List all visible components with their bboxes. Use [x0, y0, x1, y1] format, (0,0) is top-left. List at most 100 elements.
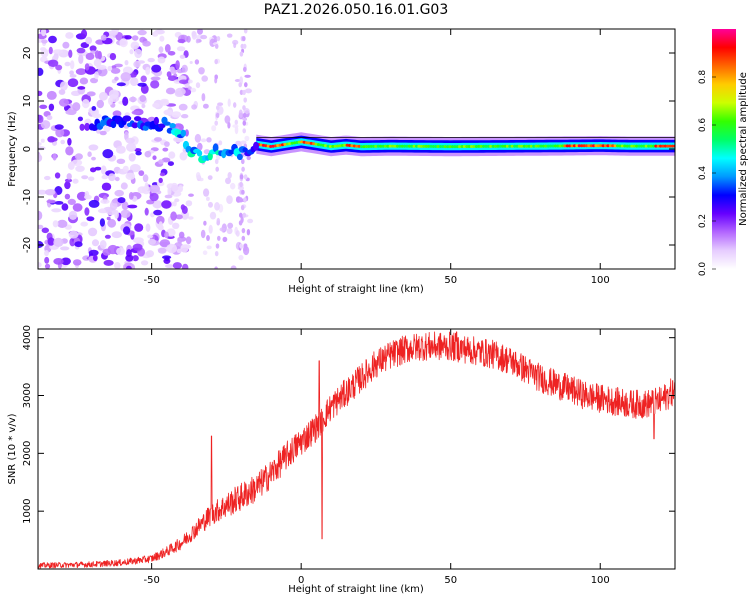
- spectrogram-x-ticks: -50 0 50 100: [143, 29, 610, 286]
- spectrogram-noise-blob: [77, 86, 86, 90]
- spectrogram-noise-blob: [189, 61, 193, 64]
- snr-y-tick-label: 4000: [22, 325, 33, 350]
- snr-y-tick-label: 1000: [22, 498, 33, 523]
- spectrogram-signal-cell: [436, 145, 440, 148]
- spectrogram-noise-blob: [141, 103, 146, 109]
- spectrogram-signal-cell: [319, 143, 323, 147]
- spectrogram-noise-blob: [44, 175, 51, 181]
- spectrogram-noise-blob: [226, 227, 233, 235]
- spectrogram-noise-blob: [161, 200, 172, 209]
- spectrogram-signal-cell: [568, 144, 572, 148]
- spectrogram-noise-blob: [147, 57, 155, 63]
- spectrogram-signal-cell: [393, 144, 397, 148]
- spectrogram-noise-blob: [214, 120, 218, 126]
- spectrogram-signal-cell: [465, 145, 469, 148]
- spectrogram-signal-cell: [616, 144, 620, 148]
- spectrogram-noise-blob: [156, 215, 165, 225]
- spectrogram-noise-blob: [99, 130, 107, 136]
- snr-x-tick-label: 100: [591, 575, 610, 586]
- spectrogram-noise-blob: [174, 198, 180, 203]
- spectrogram-noise-blob: [195, 172, 201, 180]
- spectrogram-noise-blob: [38, 189, 47, 195]
- spectrogram-noise-blob: [170, 184, 179, 192]
- spectrogram-signal-cell: [386, 144, 390, 148]
- spectrogram-noise-blob: [67, 137, 72, 146]
- spectrogram-noise-blob: [233, 102, 237, 108]
- spectrogram-noise-blob: [72, 259, 82, 266]
- spectrogram-signal-cell: [333, 144, 337, 148]
- spectrogram-noise-blob: [70, 60, 75, 70]
- spectrogram-noise-blob: [164, 44, 171, 53]
- spectrogram-noise-blob: [120, 209, 131, 219]
- spectrogram-signal-cell: [462, 145, 467, 148]
- spectrogram-noise-blob: [91, 156, 96, 161]
- spectrogram-noise-blob: [76, 47, 86, 54]
- spectrogram-noise-blob: [48, 46, 53, 55]
- spectrogram-noise-blob: [66, 173, 72, 180]
- spectrogram-noise-blob: [215, 243, 220, 249]
- spectrogram-noise-blob: [197, 142, 203, 151]
- spectrogram-signal-cell: [293, 141, 297, 145]
- spectrogram-noise-blob: [46, 90, 57, 100]
- spectrogram-signal-cell: [561, 144, 565, 148]
- spectrogram-noise-blob: [242, 89, 246, 95]
- spectrogram-noise-blob: [242, 112, 247, 118]
- spectrogram-noise-blob: [108, 173, 116, 182]
- colorbar-ticks: 0.0 0.2 0.4 0.6 0.8: [698, 70, 716, 276]
- figure-title: PAZ1.2026.050.16.01.G03: [264, 2, 449, 18]
- spectrogram-x-tick-label: -50: [143, 275, 159, 286]
- spectrogram-signal-cell: [592, 144, 596, 148]
- spectrogram-noise-blob: [164, 256, 170, 261]
- spectrogram-noise-blob: [208, 224, 213, 234]
- spectrogram-noise-blob: [173, 136, 184, 143]
- spectrogram-signal-cell: [153, 116, 159, 126]
- spectrogram-noise-blob: [137, 82, 147, 87]
- snr-chart: -50 0 50 100 1000 2000 3000 4000 Height of str…: [7, 325, 676, 595]
- spectrogram-signal-cell: [407, 144, 411, 148]
- spectrogram-signal-cell: [212, 143, 219, 153]
- spectrogram-noise-blob: [239, 243, 243, 249]
- spectrogram-noise-blob: [226, 33, 233, 38]
- spectrogram-noise-blob: [195, 38, 200, 44]
- spectrogram-noise-blob: [132, 255, 139, 262]
- spectrogram-noise-blob: [133, 60, 141, 68]
- spectrogram-noise-blob: [172, 262, 182, 269]
- spectrogram-noise-blob: [176, 248, 182, 254]
- spectrogram-signal-cell: [513, 144, 517, 148]
- spectrogram-noise-blob: [45, 189, 56, 196]
- spectrogram-noise-blob: [46, 199, 56, 204]
- spectrogram-noise-blob: [151, 64, 162, 73]
- spectrogram-noise-blob: [242, 36, 246, 42]
- spectrogram-signal-cell: [362, 145, 366, 149]
- colorbar-tick-label: 0.4: [698, 166, 708, 181]
- spectrogram-noise-blob: [152, 31, 159, 37]
- spectrogram-signal-cell: [400, 144, 404, 148]
- spectrogram-noise-blob: [234, 125, 239, 135]
- spectrogram-signal-cell: [474, 145, 478, 148]
- spectrogram-noise-blob: [180, 204, 186, 211]
- spectrogram-noise-blob: [153, 209, 163, 216]
- spectrogram-signal-cell: [371, 144, 376, 148]
- spectrogram-signal-cell: [491, 144, 495, 148]
- spectrogram-noise-blob: [172, 201, 177, 207]
- spectrogram-noise-blob: [38, 90, 43, 96]
- spectrogram-noise-blob: [215, 166, 219, 172]
- spectrogram-signal-cell: [302, 140, 306, 144]
- spectrogram-noise-blob: [120, 72, 132, 82]
- spectrogram-noise-blob: [178, 79, 189, 85]
- spectrogram-y-tick-label: 10: [22, 95, 33, 108]
- spectrogram-noise-blob: [84, 63, 90, 71]
- spectrogram-noise-blob: [214, 202, 220, 211]
- spectrogram-signal-cell: [620, 144, 625, 148]
- spectrogram-signal-cell: [122, 115, 132, 122]
- spectrogram-signal-cell: [350, 144, 354, 148]
- spectrogram-signal-cell: [517, 144, 522, 148]
- spectrogram-noise-blob: [199, 177, 204, 182]
- spectrogram-noise-blob: [129, 164, 141, 173]
- spectrogram-signal-cell: [505, 144, 510, 148]
- spectrogram-noise-blob: [119, 38, 128, 48]
- spectrogram-signal-cell: [431, 145, 435, 148]
- spectrogram-noise-blob: [65, 146, 74, 156]
- spectrogram-signal-cell: [477, 144, 481, 148]
- spectrogram-noise-blob: [81, 175, 89, 180]
